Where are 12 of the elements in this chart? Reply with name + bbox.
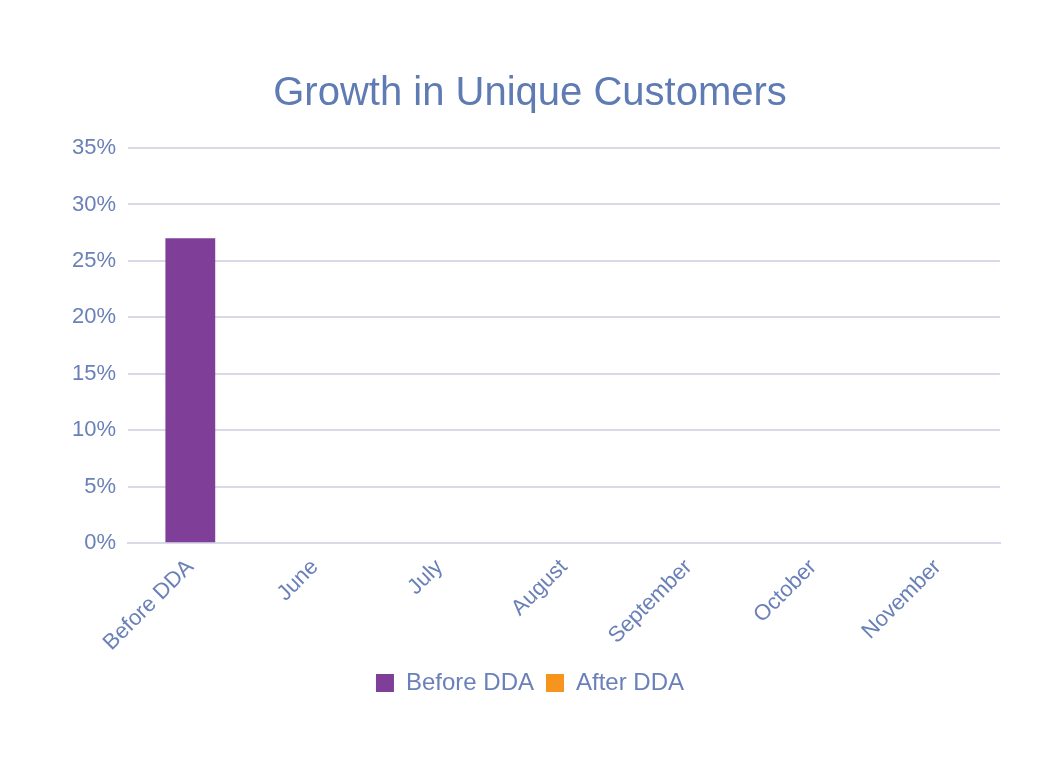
y-tick-label: 10% [71,416,117,442]
y-tick-label: 20% [71,303,117,329]
x-tick-label: July [401,553,448,600]
y-tick-label: 0% [84,529,117,555]
chart-title: Growth in Unique Customers [273,69,787,114]
y-tick-label: 5% [84,472,117,498]
y-tick-label: 25% [71,247,117,273]
y-tick-label: 35% [71,134,117,160]
legend-label: After DDA [576,667,685,695]
y-tick-label: 15% [71,359,117,385]
y-tick-label: 30% [71,190,117,216]
legend-label: Before DDA [405,667,535,695]
